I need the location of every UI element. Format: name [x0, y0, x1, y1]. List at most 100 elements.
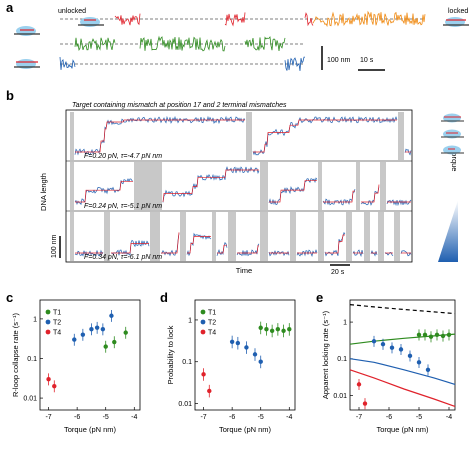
data-point [407, 353, 413, 359]
data-point [422, 332, 428, 337]
panel-b-ylabel: DNA length [39, 173, 48, 211]
gap-region [318, 212, 324, 261]
data-point [425, 367, 431, 372]
gap-region [180, 212, 186, 261]
x-tick-label: -5 [258, 414, 264, 421]
step-fit [161, 232, 180, 254]
dna-length-trace [384, 252, 394, 256]
scalebar-x-label: 20 s [331, 269, 345, 276]
gap-region [246, 112, 252, 160]
data-point [123, 330, 128, 335]
data-point [80, 332, 86, 337]
row-condition: F=0.24 pN, τ=-5.1 pN nm [84, 203, 162, 210]
data-point [229, 339, 235, 344]
data-point [103, 344, 108, 349]
trace-segment [312, 10, 426, 28]
gap-region [346, 212, 352, 261]
gap-region [398, 112, 404, 160]
dna-cartoon-icon [443, 17, 469, 27]
x-axis-label: Torque (pN nm) [376, 425, 429, 434]
y-tick-label: 0.01 [333, 393, 347, 400]
panel-b-xlabel: Time [236, 266, 252, 275]
trace-segment [304, 12, 314, 27]
x-tick-label: -5 [103, 414, 109, 421]
gap-region [380, 162, 386, 210]
y-axis-label: Probability to lock [166, 325, 175, 384]
data-point [389, 345, 395, 350]
panel-b-letter: b [6, 88, 14, 103]
gap-region [70, 162, 74, 210]
step-fit [237, 245, 259, 254]
data-point [446, 332, 452, 337]
panel-b-header: Target containing mismatch at position 1… [72, 102, 287, 109]
legend-label: T2 [208, 320, 216, 327]
panel-d: d -7 -6 -5 -4 0.01 0.1 1 Torque (pN nm) Probabil… [160, 290, 296, 434]
data-point [416, 332, 422, 337]
x-tick-label: -5 [416, 414, 422, 421]
gap-region [260, 162, 268, 210]
x-tick-label: -6 [74, 414, 80, 421]
legend-marker [200, 309, 206, 315]
step-fit [217, 244, 227, 254]
data-point [100, 326, 106, 332]
data-point [89, 326, 94, 332]
scalebar-y-label: 100 nm [327, 57, 351, 64]
trace-segment [74, 37, 116, 52]
data-point [252, 352, 258, 357]
dna-cartoon-icon [441, 129, 464, 139]
panel-c-letter: c [6, 290, 13, 305]
y-tick-label: 0.1 [182, 359, 192, 366]
plot-frame [349, 299, 456, 411]
data-point [434, 332, 440, 337]
scalebar-y-label: 100 nm [51, 234, 58, 258]
dna-cartoon-icon [14, 59, 40, 69]
data-point [112, 339, 117, 345]
step-fit [75, 119, 245, 153]
data-point [287, 327, 292, 332]
data-point [109, 313, 114, 318]
x-tick-label: -4 [131, 414, 137, 421]
gap-region [290, 212, 296, 261]
step-fit [75, 180, 133, 203]
dna-cartoon-icon [78, 17, 104, 27]
gap-region [104, 212, 110, 261]
step-fit [187, 236, 211, 254]
x-tick-label: -7 [200, 414, 206, 421]
x-axis-label: Torque (pN nm) [219, 425, 272, 434]
y-axis-label: Apparent locking rate (s⁻¹) [321, 310, 330, 399]
x-tick-label: -7 [45, 414, 51, 421]
panel-b-traces [70, 112, 412, 261]
dna-cartoon-icon [441, 145, 464, 155]
y-tick-label: 0.1 [337, 356, 347, 363]
torque-wedge [438, 200, 458, 262]
y-axis-label: R-loop collapse rate (s⁻¹) [11, 313, 20, 397]
y-tick-label: 1 [188, 317, 192, 324]
panel-a-letter: a [6, 0, 14, 15]
data-point [94, 325, 100, 330]
model-curve [349, 369, 456, 407]
plot-frame [39, 299, 141, 411]
data-point [46, 376, 51, 382]
legend-marker [45, 319, 51, 325]
dna-length-trace [296, 249, 318, 258]
step-fit [361, 184, 380, 203]
x-tick-label: -4 [446, 414, 452, 421]
panel-a: a unlocked locked 100 nm [6, 0, 469, 71]
torque-label: Torque [450, 149, 459, 172]
gap-region [70, 212, 74, 261]
trace-segment [114, 13, 141, 26]
data-point [207, 388, 212, 394]
data-point [201, 372, 206, 377]
dna-length-trace [404, 148, 412, 156]
panel-d-letter: d [160, 290, 168, 305]
data-point [281, 328, 286, 333]
dna-length-trace [216, 242, 228, 256]
x-tick-label: -6 [229, 414, 235, 421]
panel-e-letter: e [316, 290, 323, 305]
model-curve [349, 333, 456, 345]
dna-length-trace [74, 178, 134, 206]
row-condition: F=0.20 pN, τ=-4.7 pN nm [84, 153, 162, 160]
panel-b: b Target containing mismatch at position… [6, 88, 464, 276]
trace-segment [139, 35, 226, 52]
data-point [371, 339, 377, 344]
